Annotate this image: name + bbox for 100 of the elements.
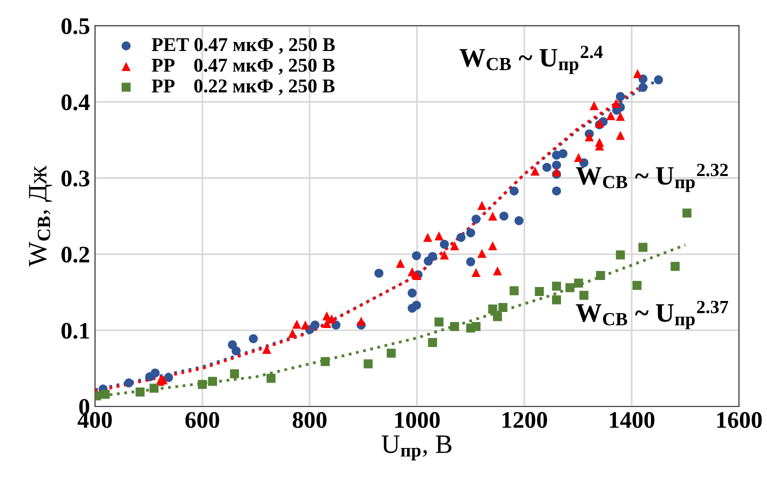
point [327, 314, 336, 324]
point [164, 373, 174, 382]
point [616, 130, 625, 140]
point [590, 101, 599, 110]
point [440, 240, 449, 249]
point [288, 328, 297, 338]
point [638, 82, 648, 92]
point [386, 348, 396, 358]
point [374, 268, 384, 278]
point [565, 283, 574, 292]
point [488, 241, 498, 250]
point [633, 69, 642, 78]
legend-label: PP 0.47 мкФ , 250 В [152, 58, 335, 75]
point [472, 214, 481, 224]
x-axis-title: U$_{пр}$, В [382, 436, 452, 460]
point [616, 250, 625, 260]
point [514, 216, 524, 226]
point [616, 112, 625, 121]
annotation: W$_{CB}$ ~ U$_{пр}$$^{2.37}$ [576, 300, 728, 330]
point [423, 232, 432, 242]
point [596, 271, 606, 280]
point [472, 268, 481, 277]
point [230, 369, 240, 378]
point [552, 295, 562, 304]
point [310, 320, 320, 330]
legend-label: PET 0.47 мкФ , 250 В [152, 38, 335, 54]
y-axis-title: W$_{CB}$, Дж [29, 166, 52, 267]
point [136, 388, 145, 397]
point [534, 287, 544, 296]
point [408, 288, 417, 298]
y-tick-label: 0.2 [62, 246, 90, 263]
x-tick-label: 1000 [395, 412, 440, 428]
y-tick-label: 0.3 [62, 170, 90, 187]
point [510, 186, 519, 196]
point [100, 390, 110, 399]
point [150, 368, 160, 378]
x-tick-label: 600 [185, 412, 220, 428]
point [594, 138, 604, 147]
point [198, 380, 207, 389]
point [412, 300, 421, 310]
point [364, 359, 373, 368]
point [682, 208, 692, 218]
point [542, 162, 552, 172]
point [124, 378, 134, 388]
point [292, 320, 302, 329]
point [632, 280, 642, 290]
point [456, 232, 466, 242]
point [477, 248, 486, 258]
y-tick-label: 0.5 [62, 18, 90, 34]
point [574, 278, 584, 288]
point [232, 346, 241, 356]
point [488, 304, 498, 314]
point [488, 212, 498, 221]
point [434, 231, 444, 240]
point [579, 290, 588, 300]
point [606, 111, 616, 120]
point [552, 160, 562, 170]
point [320, 357, 330, 366]
x-tick-label: 1200 [502, 412, 548, 428]
point [428, 252, 438, 261]
point [412, 251, 421, 260]
point [616, 92, 625, 102]
point [638, 242, 648, 252]
x-tick-label: 800 [292, 412, 326, 428]
point [558, 149, 568, 158]
annotation: W$_{CB}$ ~ U$_{пр}$$^{2.32}$ [576, 164, 728, 192]
point [466, 228, 476, 238]
point [262, 344, 272, 354]
point [440, 250, 449, 260]
annotation: W$_{CB}$ ~ U$_{пр}$$^{2.4}$ [460, 46, 603, 74]
point [300, 320, 310, 330]
point [450, 241, 460, 250]
point [466, 257, 476, 266]
point [450, 322, 460, 332]
point [498, 302, 508, 312]
point [248, 334, 258, 344]
point [477, 200, 486, 210]
point [493, 312, 502, 322]
point [396, 258, 405, 268]
point [552, 186, 562, 196]
point [654, 75, 663, 84]
point [428, 338, 438, 348]
point [530, 166, 540, 176]
legend-label: PP 0.22 мкФ , 250 В [152, 79, 335, 96]
point [574, 152, 584, 162]
point [434, 317, 444, 326]
point [150, 384, 159, 393]
point [552, 282, 562, 291]
point [670, 262, 680, 271]
point [472, 322, 481, 332]
point [499, 212, 508, 221]
x-tick-label: 1400 [610, 412, 654, 428]
point [208, 376, 218, 386]
point [612, 98, 621, 108]
y-tick-label: 0.4 [62, 94, 90, 110]
y-tick-label: 0.1 [62, 322, 89, 339]
point [584, 132, 594, 142]
point [493, 266, 502, 276]
point [266, 374, 276, 383]
x-tick-label: 1600 [717, 412, 762, 428]
